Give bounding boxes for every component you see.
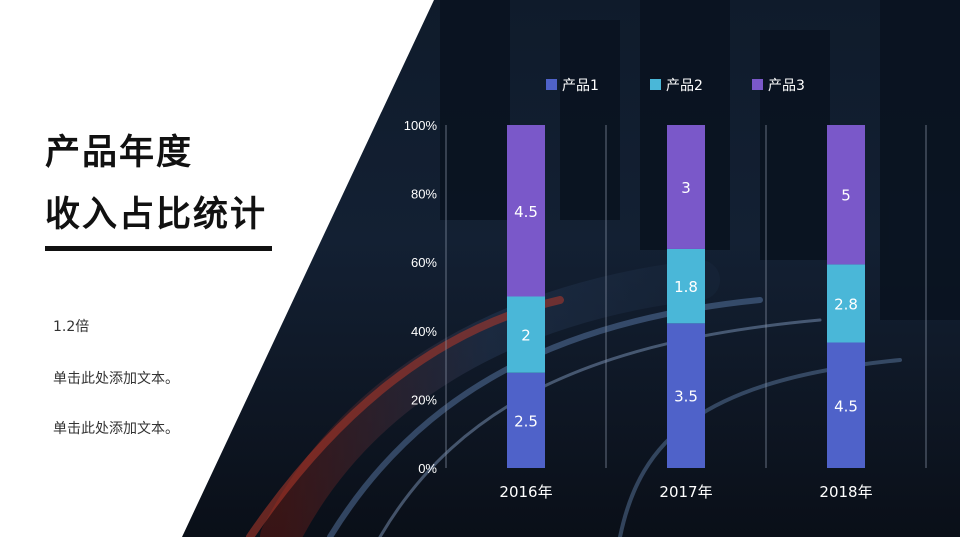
data-label-1-1: 1.8	[674, 278, 698, 296]
bar-segment-1-2	[667, 125, 705, 249]
legend-swatch-1	[650, 79, 661, 90]
buildings	[440, 0, 960, 320]
x-tick-label-1: 2017年	[659, 483, 712, 501]
bar-segment-1-1	[667, 248, 705, 324]
data-label-1-2: 3	[681, 179, 691, 197]
paragraph-1[interactable]: 1.2倍	[53, 319, 90, 335]
title-underline	[45, 246, 272, 251]
data-label-0-1: 2	[521, 327, 531, 345]
title-line-1: 产品年度	[45, 133, 194, 173]
y-tick-label-0: 0%	[418, 461, 437, 476]
bar-segment-2-2	[827, 125, 865, 265]
bar-segment-2-1	[827, 264, 865, 343]
legend-swatch-2	[752, 79, 763, 90]
legend-swatch-0	[546, 79, 557, 90]
y-tick-label-1: 20%	[411, 392, 437, 407]
white-diagonal-panel	[0, 0, 434, 537]
bar-segment-2-0	[827, 342, 865, 468]
y-tick-label-5: 100%	[404, 118, 438, 133]
paragraph-3[interactable]: 单击此处添加文本。	[53, 421, 179, 437]
data-label-2-0: 4.5	[834, 397, 858, 415]
legend-label-1: 产品2	[666, 78, 703, 94]
legend-label-2: 产品3	[768, 78, 805, 94]
x-tick-label-2: 2018年	[819, 483, 872, 501]
bar-segment-0-1	[507, 296, 545, 373]
paragraph-2[interactable]: 单击此处添加文本。	[53, 371, 179, 387]
bar-segment-0-2	[507, 125, 545, 297]
bar-segment-1-0	[667, 323, 705, 468]
data-label-0-0: 2.5	[514, 412, 538, 430]
bar-segment-0-0	[507, 372, 545, 468]
data-label-1-0: 3.5	[674, 388, 698, 406]
y-tick-label-3: 60%	[411, 255, 437, 270]
legend-label-0: 产品1	[562, 78, 599, 94]
data-label-2-1: 2.8	[834, 295, 858, 313]
data-label-2-2: 5	[841, 187, 851, 205]
title-line-2: 收入占比统计	[45, 195, 268, 235]
x-tick-label-0: 2016年	[499, 483, 552, 501]
y-tick-label-4: 80%	[411, 187, 437, 202]
data-label-0-2: 4.5	[514, 203, 538, 221]
y-tick-label-2: 40%	[411, 324, 437, 339]
